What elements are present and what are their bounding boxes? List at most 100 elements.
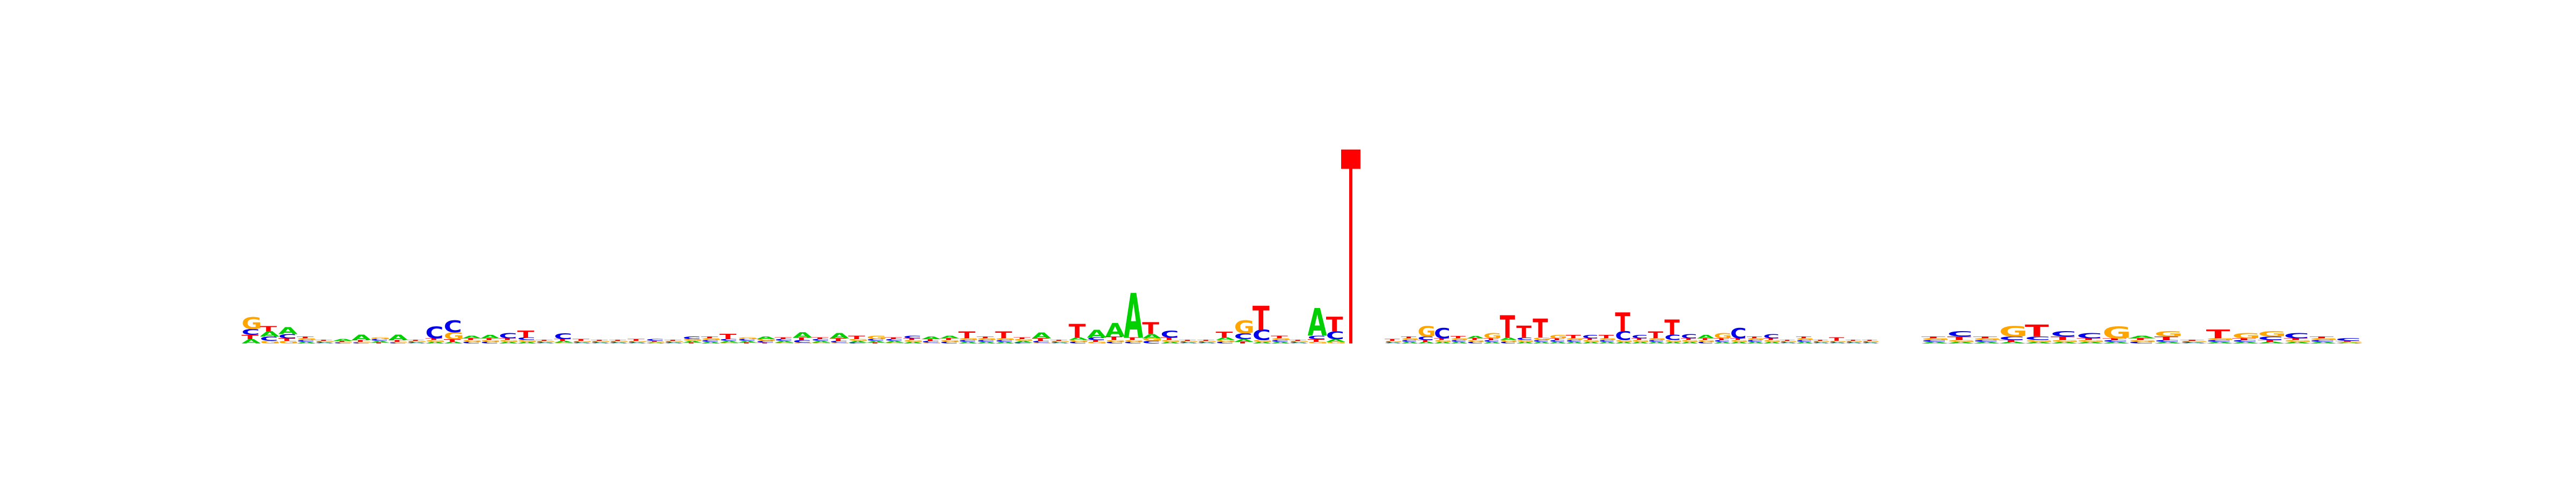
- logo-letter-A-left-32: A: [811, 340, 831, 343]
- logo-letter-C-left-21: C: [609, 341, 627, 343]
- logo-letter-C-right-2-2: C: [1947, 330, 1973, 338]
- logo-letter-A-left-2: A: [260, 330, 280, 338]
- logo-letter-G-left-44: G: [1032, 342, 1052, 344]
- logo-letter-T-left-57: T: [1271, 335, 1288, 339]
- logo-letter-A-right-1: A: [1385, 342, 1402, 344]
- logo-letter-G-left-28: G: [738, 337, 758, 340]
- logo-letter-A-right-2-9: A: [2128, 335, 2156, 339]
- logo-letter-C-right-26: C: [1796, 340, 1813, 342]
- logo-letter-T-right-24: T: [1763, 338, 1779, 340]
- logo-letter-T-right-2-3: T: [1973, 336, 1997, 339]
- logo-letter-G-left-60: G: [1326, 341, 1346, 344]
- logo-letter-A-left-7: A: [352, 334, 372, 342]
- logo-letter-C-left-55: C: [1234, 332, 1253, 341]
- logo-letter-C-left-46: C: [1069, 341, 1087, 344]
- logo-letter-G-left-42: G: [995, 338, 1015, 340]
- logo-letter-C-right-2-3: C: [1973, 340, 1999, 342]
- logo-letter-T-left-34: T: [848, 335, 865, 340]
- logo-letter-C-right-2-5: C: [2025, 336, 2051, 341]
- logo-letter-T-right-16: T: [1631, 338, 1648, 340]
- logo-letter-A-right-19: A: [1681, 341, 1698, 344]
- logo-letter-T-left-54: T: [1216, 330, 1233, 340]
- logo-letter-C-left-33: C: [830, 340, 848, 343]
- logo-letter-T-right-2-6: T: [2051, 336, 2075, 341]
- logo-letter-G-right-2-4: G: [1999, 324, 2028, 340]
- logo-letter-A-left-20: A: [591, 342, 611, 344]
- logo-letter-A-right-21: A: [1714, 341, 1731, 344]
- logo-letter-G-left-55: G: [1234, 317, 1255, 338]
- logo-letter-A-left-36: A: [885, 340, 905, 343]
- logo-letter-G-left-3: G: [279, 340, 299, 345]
- logo-letter-C-left-20: C: [591, 341, 609, 343]
- logo-letter-G-left-29: G: [756, 339, 777, 341]
- logo-letter-T-left-13: T: [462, 338, 479, 340]
- logo-letter-C-right-2-7: C: [2076, 332, 2102, 340]
- logo-letter-A-left-24: A: [664, 342, 684, 344]
- logo-letter-T-right-14: T: [1599, 334, 1614, 340]
- logo-letter-A-right-12: A: [1565, 341, 1583, 344]
- logo-letter-T-left-25: T: [683, 342, 700, 344]
- logo-letter-T-left-36: T: [885, 337, 902, 340]
- logo-letter-C-left-19: C: [573, 341, 591, 343]
- logo-letter-T-right-2-16: T: [2310, 336, 2334, 339]
- logo-letter-C-left-53: C: [1197, 341, 1216, 343]
- logo-letter-A-left-34: A: [848, 340, 868, 343]
- logo-letter-G-left-17: G: [536, 341, 556, 342]
- logo-letter-G-left-51: G: [1161, 340, 1181, 342]
- logo-letter-C-left-12: C: [444, 317, 462, 336]
- logo-letter-A-left-47: A: [1087, 328, 1107, 340]
- logo-letter-T-left-16: T: [517, 329, 535, 340]
- logo-letter-A-right-10: A: [1533, 341, 1550, 344]
- logo-letter-A-right-2-8: A: [2103, 341, 2130, 344]
- logo-letter-A-right-2-11: A: [2180, 342, 2207, 344]
- logo-letter-A-right-17: A: [1648, 341, 1665, 344]
- logo-letter-G-left-4: G: [297, 338, 317, 340]
- logo-letter-T-left-56: T: [1253, 299, 1270, 338]
- logo-letter-G-left-56: G: [1253, 340, 1273, 342]
- logo-letter-G-left-11: G: [426, 340, 446, 342]
- logo-letter-A-left-53: A: [1197, 342, 1217, 344]
- logo-letter-T-right-11: T: [1549, 338, 1565, 340]
- logo-letter-A-right-28: A: [1829, 342, 1846, 344]
- logo-letter-G-right-2-3: G: [1973, 338, 2002, 341]
- logo-letter-G-right-9: G: [1516, 340, 1534, 342]
- logo-letter-T-left-1: T: [241, 334, 259, 341]
- logo-letter-A-right-2-10: A: [2154, 341, 2182, 344]
- logo-letter-C-left-48: C: [1106, 341, 1124, 344]
- logo-letter-T-left-18: T: [554, 339, 571, 341]
- logo-letter-G-left-30: G: [774, 342, 795, 344]
- logo-letter-G-right-2-9: G: [2128, 340, 2157, 342]
- logo-letter-G-left-26: G: [701, 338, 721, 340]
- logo-letter-A-right-2-6: A: [2051, 341, 2078, 344]
- logo-letter-C-right-2-4: C: [1999, 336, 2025, 341]
- logo-letter-C-right-20: C: [1697, 341, 1714, 344]
- logo-letter-T-right-27: T: [1812, 340, 1827, 341]
- logo-letter-T-left-23: T: [646, 341, 663, 342]
- logo-letter-T-right-4: T: [1434, 338, 1450, 340]
- logo-letter-A-left-40: A: [958, 341, 978, 344]
- logo-letter-A-left-35: A: [867, 340, 887, 343]
- logo-letter-T-left-45: T: [1050, 340, 1067, 341]
- logo-letter-C-right-30: C: [1862, 341, 1878, 343]
- logo-letter-A-left-11: A: [426, 341, 445, 344]
- logo-letter-C-left-14: C: [480, 341, 499, 344]
- logo-letter-C-left-29: C: [756, 340, 774, 343]
- logo-letter-T-right-17: T: [1648, 330, 1664, 341]
- logo-letter-G-right-19: G: [1681, 340, 1699, 342]
- logo-letter-G-left-5: G: [315, 341, 335, 342]
- logo-letter-C-left-11: C: [426, 323, 444, 342]
- logo-letter-C-left-39: C: [940, 341, 958, 344]
- logo-letter-A-right-2-3: A: [1973, 341, 2000, 344]
- logo-letter-G-right-10: G: [1533, 337, 1551, 341]
- logo-letter-G-left-37: G: [903, 340, 924, 342]
- logo-letter-C-right-2-13: C: [2232, 340, 2258, 342]
- logo-letter-A-left-52: A: [1179, 342, 1199, 344]
- logo-letter-C-right-29: C: [1846, 341, 1862, 343]
- logo-letter-T-left-8: T: [370, 342, 387, 344]
- logo-letter-C-left-7: C: [352, 342, 370, 344]
- logo-letter-A-right-2: A: [1401, 341, 1418, 344]
- logo-letter-G-left-23: G: [646, 341, 667, 343]
- logo-letter-G-left-20: G: [591, 341, 611, 342]
- logo-letter-T-left-55: T: [1234, 341, 1252, 344]
